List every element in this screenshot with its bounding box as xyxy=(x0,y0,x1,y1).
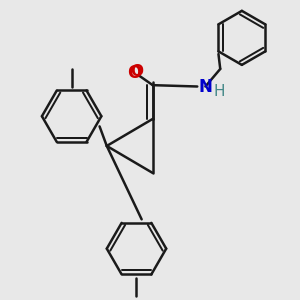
Text: O: O xyxy=(130,64,143,79)
Text: N: N xyxy=(199,77,212,95)
Text: H: H xyxy=(213,84,225,99)
Text: O: O xyxy=(127,64,141,82)
